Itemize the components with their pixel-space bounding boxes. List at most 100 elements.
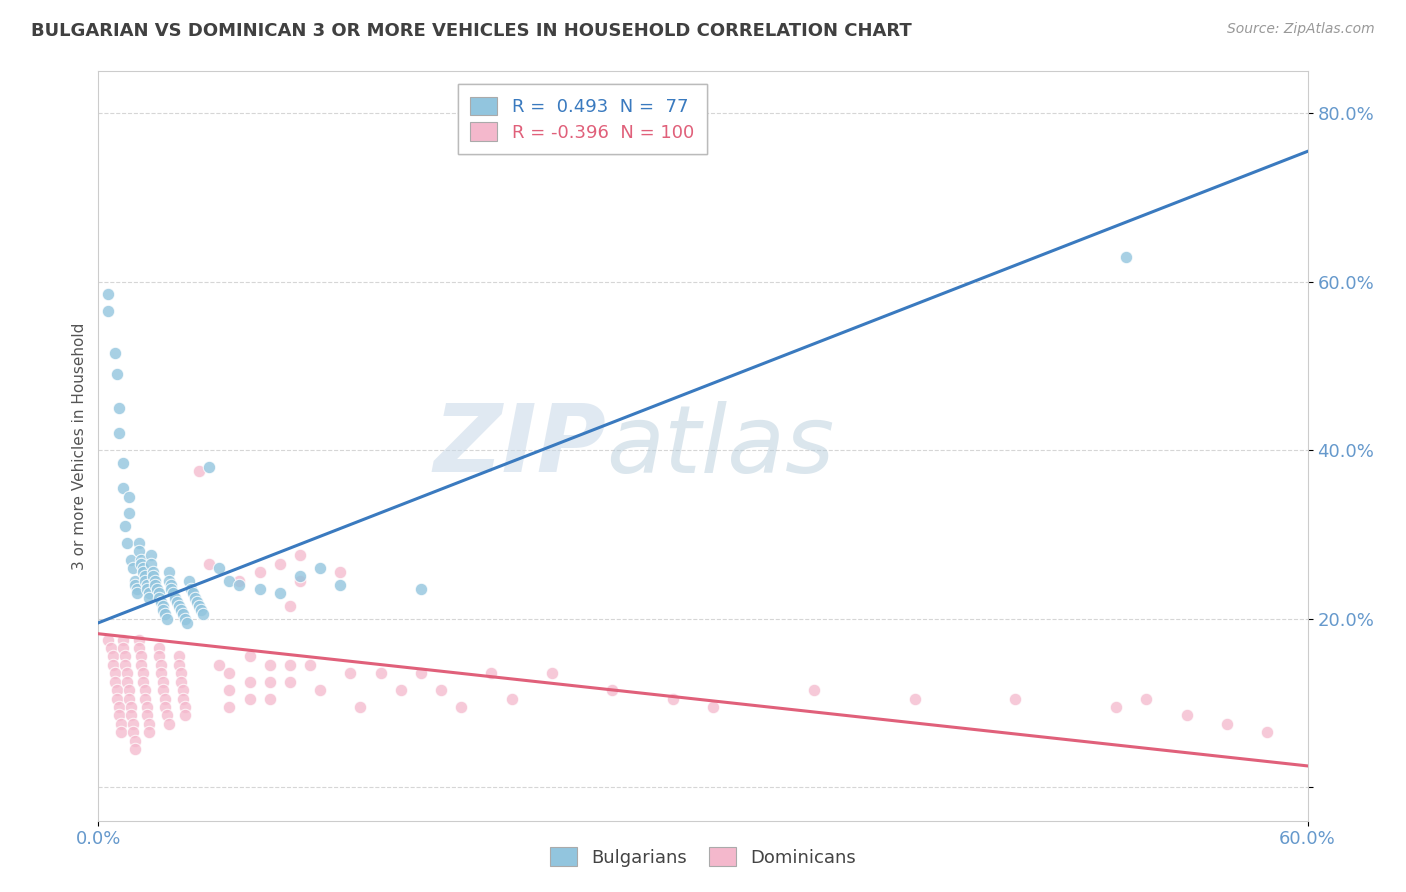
- Point: [269, 557, 291, 571]
- Point: [259, 674, 281, 689]
- Point: [121, 716, 143, 731]
- Point: [540, 666, 562, 681]
- Point: [107, 708, 129, 723]
- Point: [129, 552, 152, 566]
- Point: [124, 742, 146, 756]
- Point: [370, 666, 392, 681]
- Point: [115, 666, 138, 681]
- Point: [278, 599, 301, 613]
- Point: [1004, 691, 1026, 706]
- Point: [129, 557, 152, 571]
- Point: [120, 552, 142, 566]
- Point: [115, 674, 138, 689]
- Point: [188, 464, 211, 478]
- Point: [157, 574, 180, 588]
- Point: [103, 346, 125, 360]
- Point: [228, 574, 250, 588]
- Point: [174, 611, 197, 625]
- Point: [118, 683, 141, 698]
- Point: [152, 603, 174, 617]
- Point: [139, 557, 162, 571]
- Point: [186, 595, 208, 609]
- Point: [134, 683, 156, 698]
- Point: [170, 674, 193, 689]
- Point: [153, 607, 176, 622]
- Point: [128, 632, 150, 647]
- Point: [125, 586, 148, 600]
- Point: [101, 649, 124, 664]
- Point: [134, 569, 156, 583]
- Point: [149, 595, 172, 609]
- Point: [97, 304, 120, 318]
- Point: [135, 582, 157, 596]
- Point: [430, 683, 453, 698]
- Point: [103, 674, 125, 689]
- Point: [152, 599, 174, 613]
- Point: [208, 561, 231, 575]
- Point: [1135, 691, 1157, 706]
- Point: [450, 700, 472, 714]
- Point: [278, 657, 301, 672]
- Text: BULGARIAN VS DOMINICAN 3 OR MORE VEHICLES IN HOUSEHOLD CORRELATION CHART: BULGARIAN VS DOMINICAN 3 OR MORE VEHICLE…: [31, 22, 911, 40]
- Point: [114, 657, 136, 672]
- Point: [299, 657, 322, 672]
- Point: [349, 700, 371, 714]
- Point: [105, 368, 128, 382]
- Point: [146, 582, 169, 596]
- Point: [156, 611, 179, 625]
- Point: [661, 691, 683, 706]
- Point: [904, 691, 927, 706]
- Point: [132, 666, 155, 681]
- Point: [148, 641, 170, 656]
- Point: [190, 603, 212, 617]
- Point: [134, 691, 156, 706]
- Point: [803, 683, 825, 698]
- Point: [128, 641, 150, 656]
- Text: ZIP: ZIP: [433, 400, 606, 492]
- Point: [184, 591, 207, 605]
- Point: [143, 574, 166, 588]
- Point: [128, 536, 150, 550]
- Point: [100, 641, 122, 656]
- Point: [259, 691, 281, 706]
- Point: [97, 287, 120, 301]
- Point: [288, 574, 311, 588]
- Point: [153, 700, 176, 714]
- Point: [602, 683, 624, 698]
- Point: [110, 716, 132, 731]
- Point: [172, 691, 194, 706]
- Point: [97, 632, 120, 647]
- Point: [198, 460, 221, 475]
- Point: [329, 578, 352, 592]
- Point: [107, 401, 129, 416]
- Point: [107, 426, 129, 441]
- Point: [148, 586, 170, 600]
- Point: [176, 615, 198, 630]
- Point: [157, 566, 180, 580]
- Point: [101, 657, 124, 672]
- Point: [134, 574, 156, 588]
- Point: [409, 582, 432, 596]
- Point: [118, 691, 141, 706]
- Legend: Bulgarians, Dominicans: Bulgarians, Dominicans: [543, 840, 863, 874]
- Point: [239, 649, 262, 664]
- Point: [148, 649, 170, 664]
- Point: [138, 716, 160, 731]
- Point: [124, 578, 146, 592]
- Point: [139, 549, 162, 563]
- Point: [170, 603, 193, 617]
- Point: [132, 674, 155, 689]
- Point: [278, 674, 301, 689]
- Point: [239, 691, 262, 706]
- Point: [129, 649, 152, 664]
- Point: [193, 607, 215, 622]
- Point: [288, 549, 311, 563]
- Point: [143, 578, 166, 592]
- Point: [179, 574, 201, 588]
- Point: [135, 700, 157, 714]
- Point: [111, 456, 134, 470]
- Point: [339, 666, 361, 681]
- Point: [153, 691, 176, 706]
- Point: [174, 700, 197, 714]
- Point: [239, 674, 262, 689]
